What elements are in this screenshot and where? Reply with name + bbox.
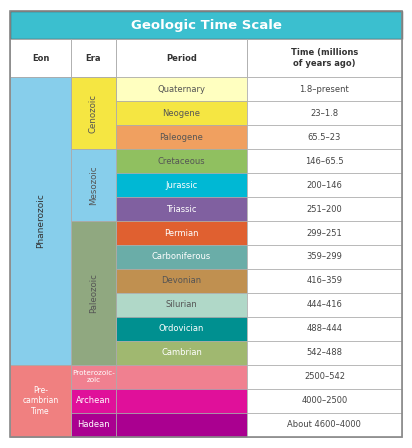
Bar [247, 149, 402, 173]
Bar [116, 341, 247, 365]
Text: Eon: Eon [32, 53, 49, 63]
Bar [116, 77, 247, 101]
Bar [247, 221, 402, 245]
Bar [247, 245, 402, 269]
Text: Triassic: Triassic [166, 205, 197, 214]
Text: Cretaceous: Cretaceous [158, 157, 205, 166]
Bar [116, 149, 247, 173]
Text: 4000–2500: 4000–2500 [301, 396, 348, 405]
Bar [247, 389, 402, 413]
Text: About 4600–4000: About 4600–4000 [288, 420, 361, 429]
Text: Neogene: Neogene [163, 108, 201, 118]
Bar [71, 221, 116, 365]
Bar [71, 77, 116, 149]
Bar [71, 365, 116, 389]
Bar [10, 39, 71, 77]
Text: 488–444: 488–444 [307, 324, 342, 333]
Text: 299–251: 299–251 [307, 228, 342, 237]
Text: 542–488: 542–488 [307, 349, 342, 358]
Text: 1.8–present: 1.8–present [300, 85, 349, 94]
Text: Mesozoic: Mesozoic [89, 165, 98, 205]
Text: 444–416: 444–416 [307, 301, 342, 310]
Bar [116, 173, 247, 197]
Bar [116, 39, 247, 77]
Bar [247, 413, 402, 437]
Text: Pre-
cambrian
Time: Pre- cambrian Time [23, 386, 59, 416]
Bar [10, 77, 71, 365]
Text: 200–146: 200–146 [307, 181, 342, 190]
Bar [247, 125, 402, 149]
Bar [116, 101, 247, 125]
Bar [247, 197, 402, 221]
Bar [247, 101, 402, 125]
Text: Period: Period [166, 53, 197, 63]
Bar [10, 11, 402, 39]
Text: 251–200: 251–200 [307, 205, 342, 214]
Text: 416–359: 416–359 [307, 276, 342, 285]
Bar [116, 389, 247, 413]
Text: Time (millions
of years ago): Time (millions of years ago) [291, 48, 358, 68]
Bar [247, 39, 402, 77]
Bar [247, 365, 402, 389]
Text: 359–299: 359–299 [307, 253, 342, 262]
Text: 146–65.5: 146–65.5 [305, 157, 344, 166]
Bar [71, 149, 116, 221]
Bar [10, 365, 71, 437]
Bar [247, 173, 402, 197]
Bar [116, 317, 247, 341]
Text: 23–1.8: 23–1.8 [310, 108, 339, 118]
Bar [247, 269, 402, 293]
Text: Hadean: Hadean [77, 420, 110, 429]
Text: Jurassic: Jurassic [165, 181, 198, 190]
Bar [116, 413, 247, 437]
Text: Quaternary: Quaternary [157, 85, 206, 94]
Text: 2500–542: 2500–542 [304, 372, 345, 381]
Bar [247, 77, 402, 101]
Bar [71, 389, 116, 413]
Bar [247, 293, 402, 317]
Text: Cambrian: Cambrian [161, 349, 202, 358]
Bar [247, 317, 402, 341]
Text: Era: Era [86, 53, 101, 63]
Text: Devonian: Devonian [162, 276, 201, 285]
Text: Ordovician: Ordovician [159, 324, 204, 333]
Text: Proterozoic-
zoic: Proterozoic- zoic [72, 370, 115, 383]
Bar [116, 125, 247, 149]
Text: Silurian: Silurian [166, 301, 197, 310]
Text: Carboniferous: Carboniferous [152, 253, 211, 262]
Bar [71, 39, 116, 77]
Text: Cenozoic: Cenozoic [89, 94, 98, 133]
Text: Phanerozoic: Phanerozoic [36, 194, 45, 249]
Text: 65.5–23: 65.5–23 [308, 133, 341, 142]
Bar [116, 293, 247, 317]
Bar [116, 197, 247, 221]
Text: Paleogene: Paleogene [159, 133, 204, 142]
Bar [116, 269, 247, 293]
Bar [71, 413, 116, 437]
Text: Permian: Permian [164, 228, 199, 237]
Text: Geologic Time Scale: Geologic Time Scale [131, 18, 281, 31]
Bar [116, 221, 247, 245]
Text: Archean: Archean [76, 396, 111, 405]
Bar [116, 245, 247, 269]
Text: Paleozoic: Paleozoic [89, 273, 98, 313]
Bar [116, 365, 247, 389]
Bar [247, 341, 402, 365]
